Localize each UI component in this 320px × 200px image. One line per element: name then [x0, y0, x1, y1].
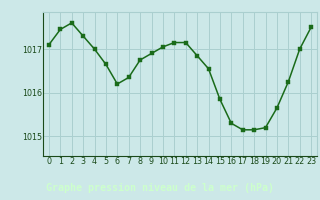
Text: Graphe pression niveau de la mer (hPa): Graphe pression niveau de la mer (hPa) [46, 183, 274, 193]
